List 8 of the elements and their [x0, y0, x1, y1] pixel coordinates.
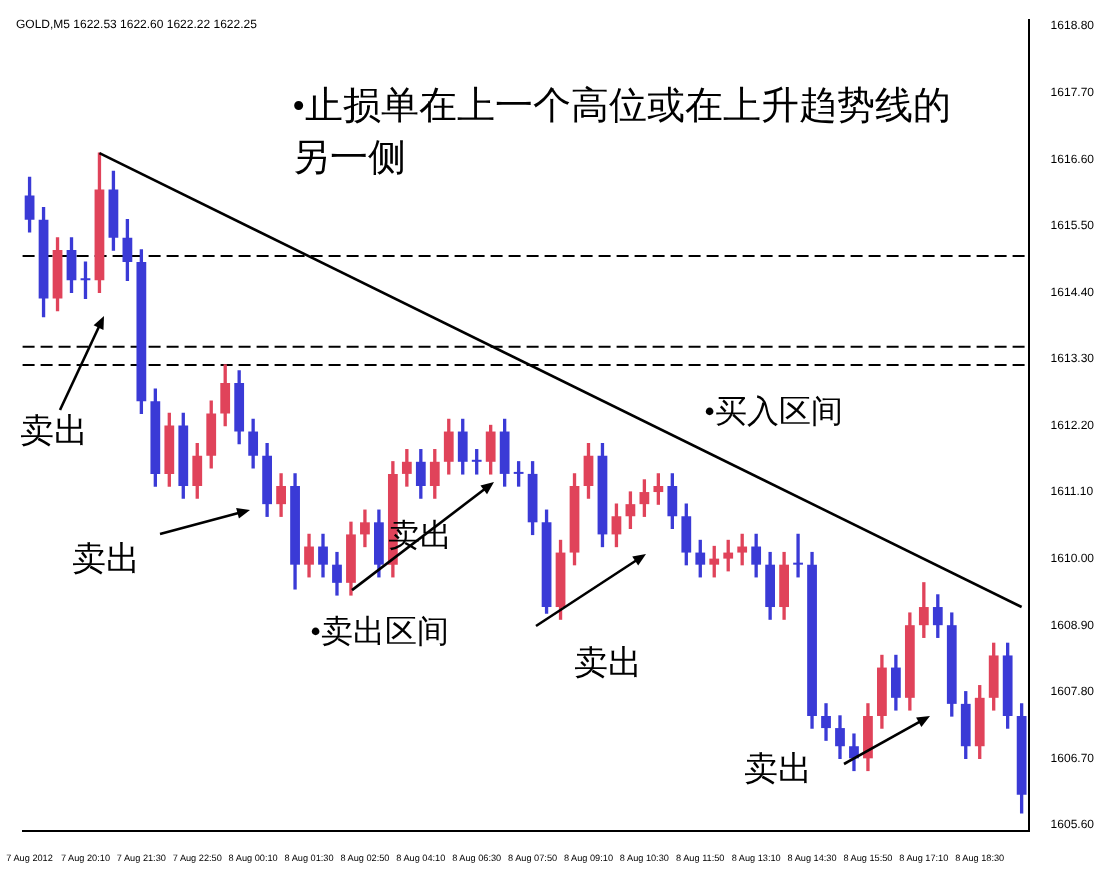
annotation: 卖出 [72, 538, 142, 582]
annotation: •买入区间 [704, 393, 846, 434]
annotation: 卖出 [744, 748, 814, 792]
annotation: •卖出区间 [310, 613, 452, 654]
annotation: •止损单在上一个高位或在上升趋势线的另一侧 [292, 84, 954, 184]
annotation: 卖出 [20, 410, 90, 454]
candlestick [793, 533, 803, 578]
annotation: 卖出 [574, 642, 644, 686]
